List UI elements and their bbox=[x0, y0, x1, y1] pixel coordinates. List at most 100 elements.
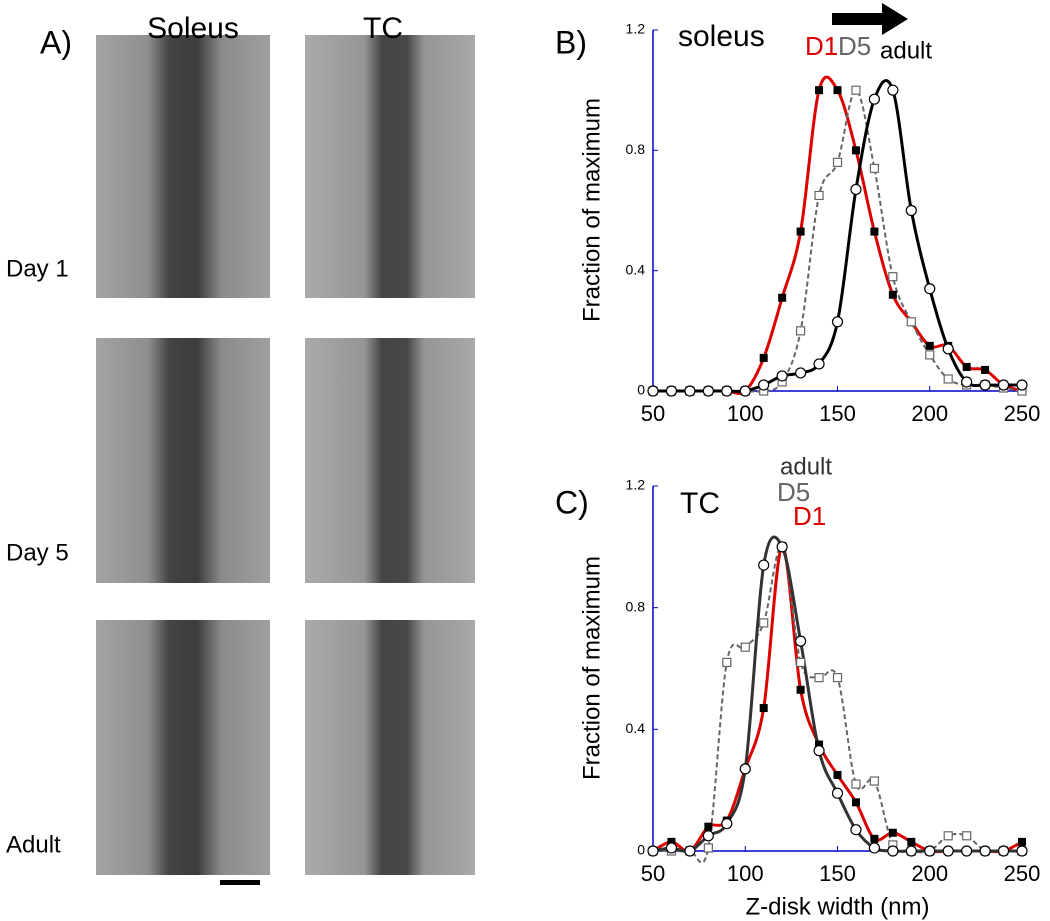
marker bbox=[851, 779, 861, 789]
marker bbox=[740, 642, 750, 652]
marker bbox=[888, 290, 897, 299]
panel-label: C) bbox=[555, 484, 589, 520]
marker bbox=[758, 559, 770, 571]
x-tick-label: 250 bbox=[1004, 401, 1041, 426]
marker bbox=[813, 745, 825, 757]
marker bbox=[1016, 845, 1028, 857]
micrographs bbox=[96, 35, 475, 885]
marker bbox=[868, 842, 881, 854]
legend-entry: adult bbox=[880, 37, 932, 64]
marker bbox=[778, 293, 787, 302]
marker bbox=[1018, 837, 1026, 846]
marker bbox=[851, 146, 860, 155]
marker bbox=[796, 685, 805, 694]
marker bbox=[870, 834, 879, 843]
marker bbox=[831, 787, 844, 799]
y-tick-label: 0.4 bbox=[626, 720, 646, 736]
micrograph bbox=[305, 338, 475, 583]
panel-label: B) bbox=[555, 24, 587, 60]
marker bbox=[906, 317, 916, 327]
marker bbox=[869, 776, 880, 786]
marker bbox=[665, 385, 678, 397]
x-tick-label: 150 bbox=[819, 401, 856, 426]
y-tick-label: 0.8 bbox=[626, 141, 646, 157]
x-tick-label: 50 bbox=[641, 861, 665, 886]
chart-title: soleus bbox=[678, 20, 765, 53]
marker bbox=[888, 272, 898, 282]
marker bbox=[739, 385, 751, 397]
marker bbox=[943, 831, 953, 841]
x-tick-label: 150 bbox=[819, 861, 856, 886]
marker bbox=[794, 367, 807, 379]
marker bbox=[795, 326, 806, 336]
marker bbox=[665, 842, 678, 854]
marker bbox=[962, 831, 972, 841]
marker bbox=[888, 828, 897, 837]
chart-title: TC bbox=[680, 487, 720, 520]
column-label: TC bbox=[363, 12, 403, 45]
column-label: Soleus bbox=[147, 12, 239, 45]
marker bbox=[647, 385, 659, 397]
marker bbox=[813, 358, 825, 370]
marker bbox=[869, 163, 880, 173]
row-label: Day 5 bbox=[6, 539, 69, 566]
marker bbox=[905, 845, 917, 857]
marker bbox=[776, 541, 788, 553]
marker bbox=[796, 227, 805, 236]
marker bbox=[702, 385, 714, 397]
marker bbox=[979, 379, 991, 391]
marker bbox=[721, 385, 733, 397]
x-tick-label: 100 bbox=[727, 401, 764, 426]
marker bbox=[907, 837, 916, 846]
marker bbox=[851, 798, 860, 807]
marker bbox=[1016, 379, 1028, 391]
marker bbox=[851, 85, 861, 95]
series-line bbox=[653, 89, 1023, 393]
x-tick-label: 200 bbox=[911, 861, 948, 886]
marker bbox=[776, 370, 788, 382]
series-line bbox=[653, 545, 1023, 864]
marker bbox=[758, 379, 770, 391]
marker bbox=[833, 86, 842, 95]
marker bbox=[887, 84, 899, 96]
y-tick-label: 0.8 bbox=[626, 598, 646, 614]
x-axis-label: Z-disk width (nm) bbox=[745, 893, 929, 920]
marker bbox=[667, 837, 676, 846]
series-line bbox=[652, 545, 1023, 854]
y-tick-label: 1.2 bbox=[626, 477, 646, 493]
marker bbox=[850, 183, 862, 196]
marker bbox=[759, 353, 768, 362]
marker bbox=[997, 379, 1010, 391]
marker bbox=[868, 93, 881, 105]
marker bbox=[997, 845, 1010, 857]
micrograph bbox=[96, 35, 270, 298]
marker bbox=[684, 845, 696, 857]
marker bbox=[721, 818, 733, 830]
y-axis-label: Fraction of maximum bbox=[578, 98, 605, 322]
marker bbox=[759, 618, 769, 628]
scale-bar bbox=[220, 880, 260, 885]
marker bbox=[961, 376, 973, 388]
marker bbox=[703, 843, 713, 853]
x-tick-label: 100 bbox=[727, 861, 764, 886]
marker bbox=[981, 365, 990, 374]
marker bbox=[943, 374, 953, 384]
marker bbox=[815, 86, 824, 95]
marker bbox=[924, 845, 936, 857]
marker bbox=[870, 227, 879, 236]
series-line bbox=[653, 79, 1022, 393]
y-tick-label: 1.2 bbox=[626, 21, 646, 37]
marker bbox=[814, 190, 824, 201]
x-tick-label: 50 bbox=[641, 401, 665, 426]
marker bbox=[925, 341, 934, 350]
marker bbox=[905, 204, 917, 217]
marker bbox=[887, 845, 899, 857]
legend-entry: D5 bbox=[777, 477, 810, 507]
marker bbox=[759, 704, 768, 713]
arrow bbox=[832, 3, 908, 35]
micrograph bbox=[305, 620, 475, 875]
series-line bbox=[653, 75, 1023, 395]
marker bbox=[832, 157, 843, 167]
row-label: Day 1 bbox=[6, 255, 69, 282]
